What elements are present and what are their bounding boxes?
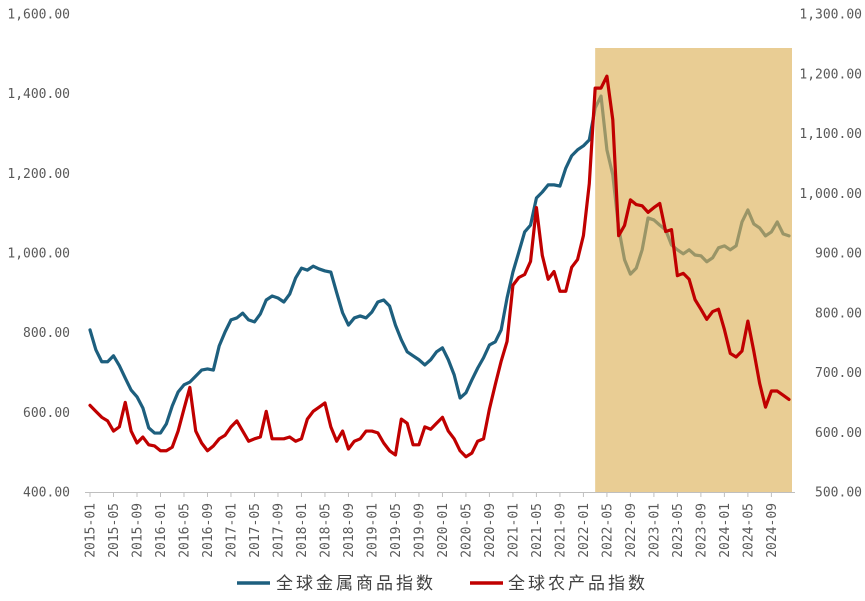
x-tick-label: 2019-01	[365, 503, 380, 558]
series-line-1	[88, 74, 791, 459]
x-tick-label: 2020-09	[483, 503, 498, 558]
y-right-tick-label: 1,200.00	[799, 67, 862, 82]
y-right-tick-label: 1,000.00	[799, 187, 862, 202]
x-tick-label: 2021-09	[553, 503, 568, 558]
x-tick-label: 2017-09	[271, 503, 286, 558]
y-right-tick-label: 900.00	[815, 247, 862, 262]
x-tick-label: 2022-09	[624, 503, 639, 558]
y-right-tick-label: 1,100.00	[799, 127, 862, 142]
x-tick-label: 2024-05	[741, 503, 756, 558]
x-tick-label: 2023-01	[647, 503, 662, 558]
highlight-period-band	[595, 48, 792, 492]
y-left-tick-label: 1,400.00	[7, 87, 70, 102]
y-left-tick-label: 600.00	[23, 406, 70, 421]
y-left-tick-label: 400.00	[23, 486, 70, 501]
x-tick-label: 2018-01	[295, 503, 310, 558]
x-tick-label: 2015-09	[130, 503, 145, 558]
x-tick-label: 2022-05	[600, 503, 615, 558]
x-tick-label: 2022-01	[577, 503, 592, 558]
y-left-tick-label: 800.00	[23, 326, 70, 341]
x-tick-label: 2021-01	[506, 503, 521, 558]
x-tick-label: 2019-09	[412, 503, 427, 558]
x-tick-label: 2020-05	[459, 503, 474, 558]
x-tick-label: 2017-05	[248, 503, 263, 558]
y-left-tick-label: 1,000.00	[7, 247, 70, 262]
y-right-tick-label: 500.00	[815, 486, 862, 501]
y-right-tick-label: 600.00	[815, 426, 862, 441]
y-left-tick-label: 1,200.00	[7, 167, 70, 182]
x-tick-label: 2016-01	[154, 503, 169, 558]
x-tick-label: 2021-05	[530, 503, 545, 558]
x-tick-label: 2023-05	[671, 503, 686, 558]
legend-item: 全球农产品指数	[470, 574, 648, 593]
x-tick-label: 2016-05	[177, 503, 192, 558]
x-tick-label: 2018-05	[318, 503, 333, 558]
legend-label: 全球农产品指数	[508, 574, 648, 593]
y-left-tick-label: 1,600.00	[7, 8, 70, 23]
x-tick-label: 2024-09	[765, 503, 780, 558]
x-tick-label: 2019-05	[389, 503, 404, 558]
x-tick-label: 2020-01	[436, 503, 451, 558]
y-right-tick-label: 1,300.00	[799, 8, 862, 23]
x-tick-label: 2023-09	[694, 503, 709, 558]
legend-label: 全球金属商品指数	[276, 574, 436, 593]
x-tick-label: 2024-01	[718, 503, 733, 558]
y-right-tick-label: 700.00	[815, 366, 862, 381]
x-tick-label: 2015-01	[84, 503, 99, 558]
x-tick-label: 2016-09	[201, 503, 216, 558]
y-right-tick-label: 800.00	[815, 306, 862, 321]
legend-item: 全球金属商品指数	[237, 574, 436, 593]
x-tick-label: 2015-05	[107, 503, 122, 558]
x-tick-label: 2017-01	[224, 503, 239, 558]
x-tick-label: 2018-09	[342, 503, 357, 558]
